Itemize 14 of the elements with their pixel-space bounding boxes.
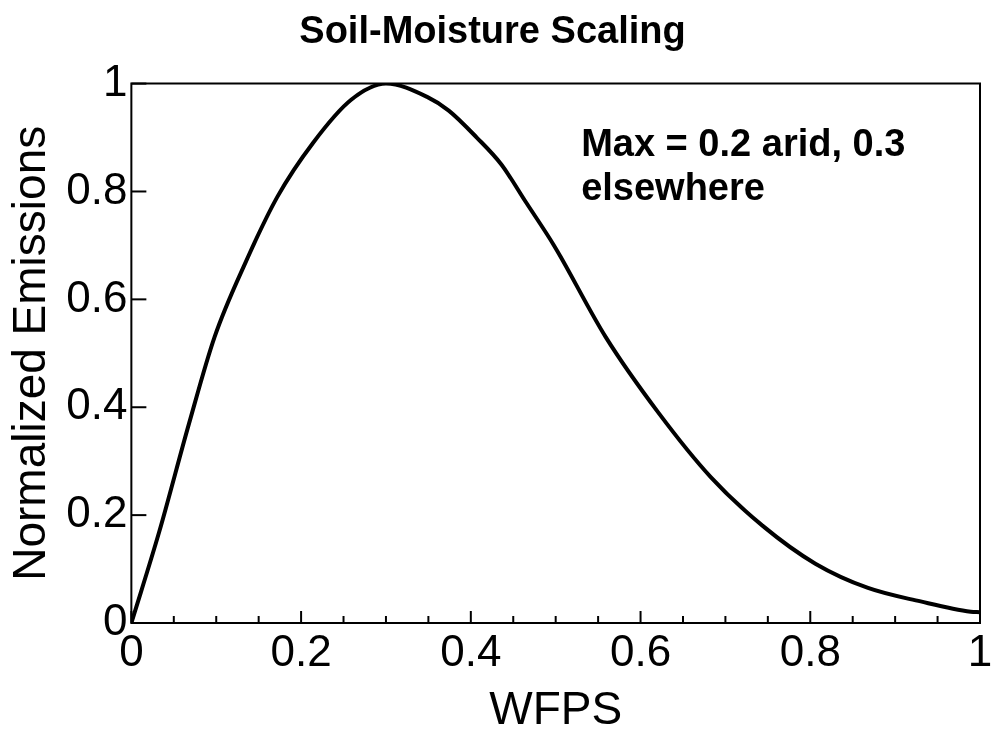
y-tick-label: 0.2 [66, 487, 128, 537]
x-tick-label: 0.2 [270, 625, 332, 675]
y-tick-label: 0.6 [66, 271, 128, 321]
chart-title: Soil-Moisture Scaling [299, 9, 686, 52]
x-tick-label: 0.8 [779, 625, 841, 675]
y-tick-label: 0.4 [66, 379, 128, 429]
y-axis-title: Normalized Emissions [3, 125, 56, 581]
annotation: Max = 0.2 arid, 0.3 elsewhere [581, 121, 907, 210]
x-tick-label: 0.4 [440, 625, 502, 675]
x-tick-label: 1 [967, 625, 993, 675]
x-axis-title: WFPS [489, 682, 623, 735]
y-tick-label: 0.8 [66, 163, 128, 213]
y-tick-label: 1 [102, 55, 128, 105]
x-tick-label: 0.6 [609, 625, 672, 675]
